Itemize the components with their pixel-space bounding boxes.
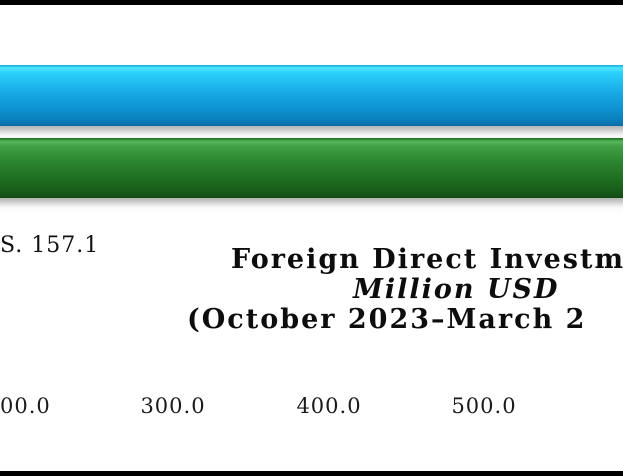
bar-green xyxy=(0,138,623,198)
x-axis-tick-label: 400.0 xyxy=(296,394,362,418)
x-axis-tick-label: 500.0 xyxy=(451,394,517,418)
chart-period-line: (October 2023–March 2 xyxy=(187,304,587,335)
top-border xyxy=(0,0,623,5)
chart-subtitle: Million USD xyxy=(353,274,560,305)
chart-title: Foreign Direct Investm xyxy=(231,244,623,275)
bar-data-label: S. 157.1 xyxy=(0,233,100,258)
x-axis-tick-label: 00.0 xyxy=(0,394,51,418)
bar-blue xyxy=(0,65,623,126)
x-axis-tick-label: 300.0 xyxy=(140,394,206,418)
bottom-border xyxy=(0,471,623,476)
